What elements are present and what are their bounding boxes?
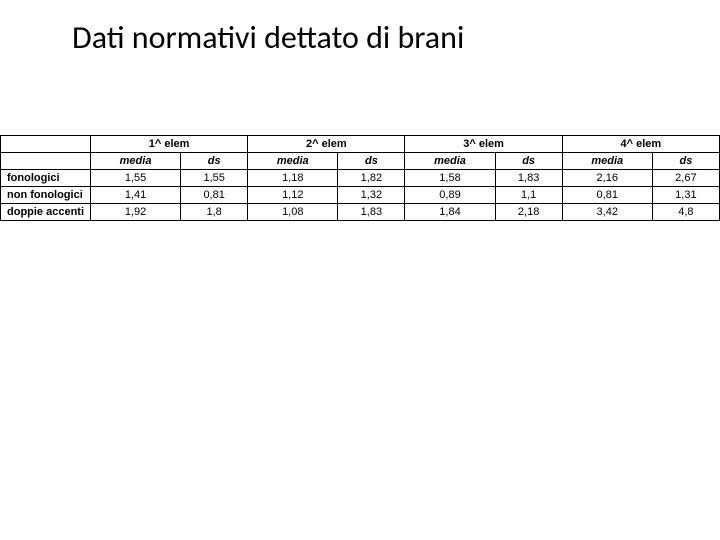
table-row: fonologici 1,55 1,55 1,18 1,82 1,58 1,83…	[1, 170, 720, 187]
cell: 1,31	[652, 187, 719, 204]
cell: 0,89	[405, 187, 495, 204]
cell: 1,55	[181, 170, 248, 187]
cell: 1,83	[338, 204, 405, 221]
group-header-1: 1^ elem	[91, 136, 248, 153]
subheader-ds-3: ds	[495, 153, 562, 170]
page-title: Dati normativi dettato di brani	[0, 0, 720, 57]
cell: 3,42	[562, 204, 652, 221]
cell: 1,18	[248, 170, 338, 187]
table-row: non fonologici 1,41 0,81 1,12 1,32 0,89 …	[1, 187, 720, 204]
table-container: 1^ elem 2^ elem 3^ elem 4^ elem media ds…	[0, 135, 720, 221]
subheader-media-3: media	[405, 153, 495, 170]
subheader-media-4: media	[562, 153, 652, 170]
subheader-empty	[1, 153, 91, 170]
group-header-row: 1^ elem 2^ elem 3^ elem 4^ elem	[1, 136, 720, 153]
cell: 1,83	[495, 170, 562, 187]
cell: 4,8	[652, 204, 719, 221]
cell: 2,16	[562, 170, 652, 187]
subheader-ds-4: ds	[652, 153, 719, 170]
cell: 1,12	[248, 187, 338, 204]
row-label-2: non fonologici	[1, 187, 91, 204]
header-empty	[1, 136, 91, 153]
cell: 1,92	[91, 204, 181, 221]
row-label-1: fonologici	[1, 170, 91, 187]
subheader-ds-2: ds	[338, 153, 405, 170]
group-header-3: 3^ elem	[405, 136, 562, 153]
cell: 1,41	[91, 187, 181, 204]
group-header-4: 4^ elem	[562, 136, 719, 153]
cell: 1,82	[338, 170, 405, 187]
sub-header-row: media ds media ds media ds media ds	[1, 153, 720, 170]
cell: 0,81	[562, 187, 652, 204]
cell: 1,8	[181, 204, 248, 221]
cell: 2,67	[652, 170, 719, 187]
cell: 1,32	[338, 187, 405, 204]
cell: 2,18	[495, 204, 562, 221]
subheader-media-1: media	[91, 153, 181, 170]
group-header-2: 2^ elem	[248, 136, 405, 153]
cell: 1,08	[248, 204, 338, 221]
data-table: 1^ elem 2^ elem 3^ elem 4^ elem media ds…	[0, 135, 720, 221]
subheader-ds-1: ds	[181, 153, 248, 170]
cell: 1,58	[405, 170, 495, 187]
table-row: doppie accenti 1,92 1,8 1,08 1,83 1,84 2…	[1, 204, 720, 221]
cell: 1,55	[91, 170, 181, 187]
cell: 1,1	[495, 187, 562, 204]
cell: 1,84	[405, 204, 495, 221]
cell: 0,81	[181, 187, 248, 204]
row-label-3: doppie accenti	[1, 204, 91, 221]
subheader-media-2: media	[248, 153, 338, 170]
